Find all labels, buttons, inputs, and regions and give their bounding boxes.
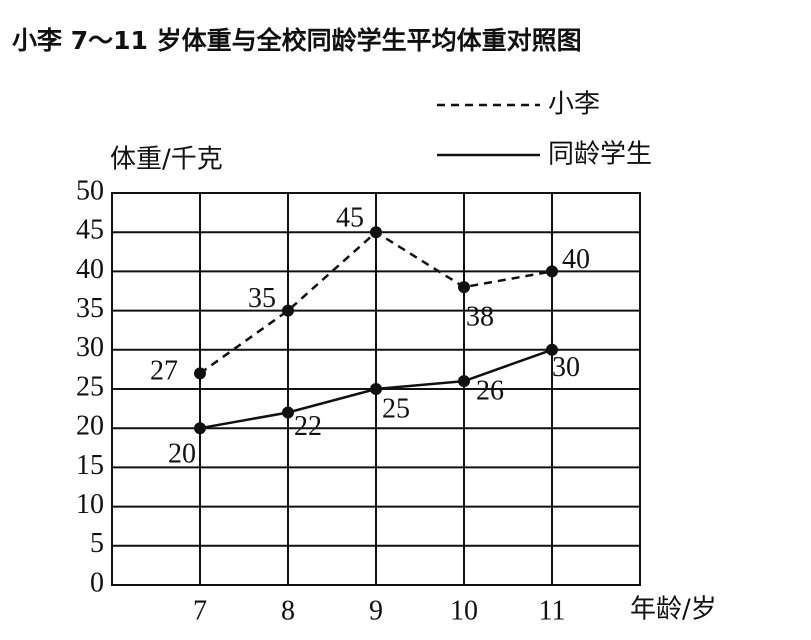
y-axis-label: 体重/千克 bbox=[110, 145, 223, 175]
data-point bbox=[458, 375, 470, 388]
y-tick-label: 20 bbox=[76, 411, 104, 442]
data-label: 35 bbox=[248, 283, 276, 314]
x-tick-label: 11 bbox=[539, 595, 566, 626]
y-tick-label: 35 bbox=[76, 293, 104, 324]
y-tick-label: 50 bbox=[76, 175, 104, 206]
x-axis-label: 年龄/岁 bbox=[630, 595, 717, 625]
data-label: 40 bbox=[562, 244, 590, 275]
data-label: 20 bbox=[168, 439, 196, 470]
data-point bbox=[194, 422, 206, 435]
data-point bbox=[282, 406, 294, 419]
y-tick-label: 10 bbox=[76, 489, 104, 520]
x-tick-label: 10 bbox=[450, 595, 478, 626]
data-label: 30 bbox=[552, 352, 580, 383]
data-point bbox=[194, 367, 206, 380]
x-tick-label: 7 bbox=[193, 595, 207, 626]
y-tick-label: 25 bbox=[76, 371, 104, 402]
data-label: 38 bbox=[466, 302, 494, 333]
data-point bbox=[546, 343, 558, 356]
legend-label: 同龄学生 bbox=[548, 140, 652, 170]
data-label: 25 bbox=[382, 393, 410, 424]
data-label: 27 bbox=[150, 356, 178, 387]
chart-title: 小李 7～11 岁体重与全校同龄学生平均体重对照图 bbox=[12, 26, 582, 55]
y-tick-label: 45 bbox=[76, 215, 104, 246]
legend-label: 小李 bbox=[548, 90, 600, 120]
y-tick-label: 5 bbox=[90, 528, 104, 559]
data-label: 45 bbox=[336, 203, 364, 234]
y-tick-label: 15 bbox=[76, 450, 104, 481]
data-point bbox=[546, 265, 558, 278]
data-point bbox=[370, 226, 382, 239]
data-point bbox=[370, 383, 382, 395]
x-tick-label: 8 bbox=[281, 595, 295, 626]
data-point bbox=[458, 281, 470, 294]
data-label: 26 bbox=[476, 376, 504, 407]
data-label: 22 bbox=[294, 411, 322, 442]
y-tick-label: 0 bbox=[90, 567, 104, 598]
data-point bbox=[282, 304, 294, 317]
y-tick-label: 30 bbox=[76, 332, 104, 363]
y-tick-label: 40 bbox=[76, 254, 104, 285]
x-tick-label: 9 bbox=[369, 595, 383, 626]
